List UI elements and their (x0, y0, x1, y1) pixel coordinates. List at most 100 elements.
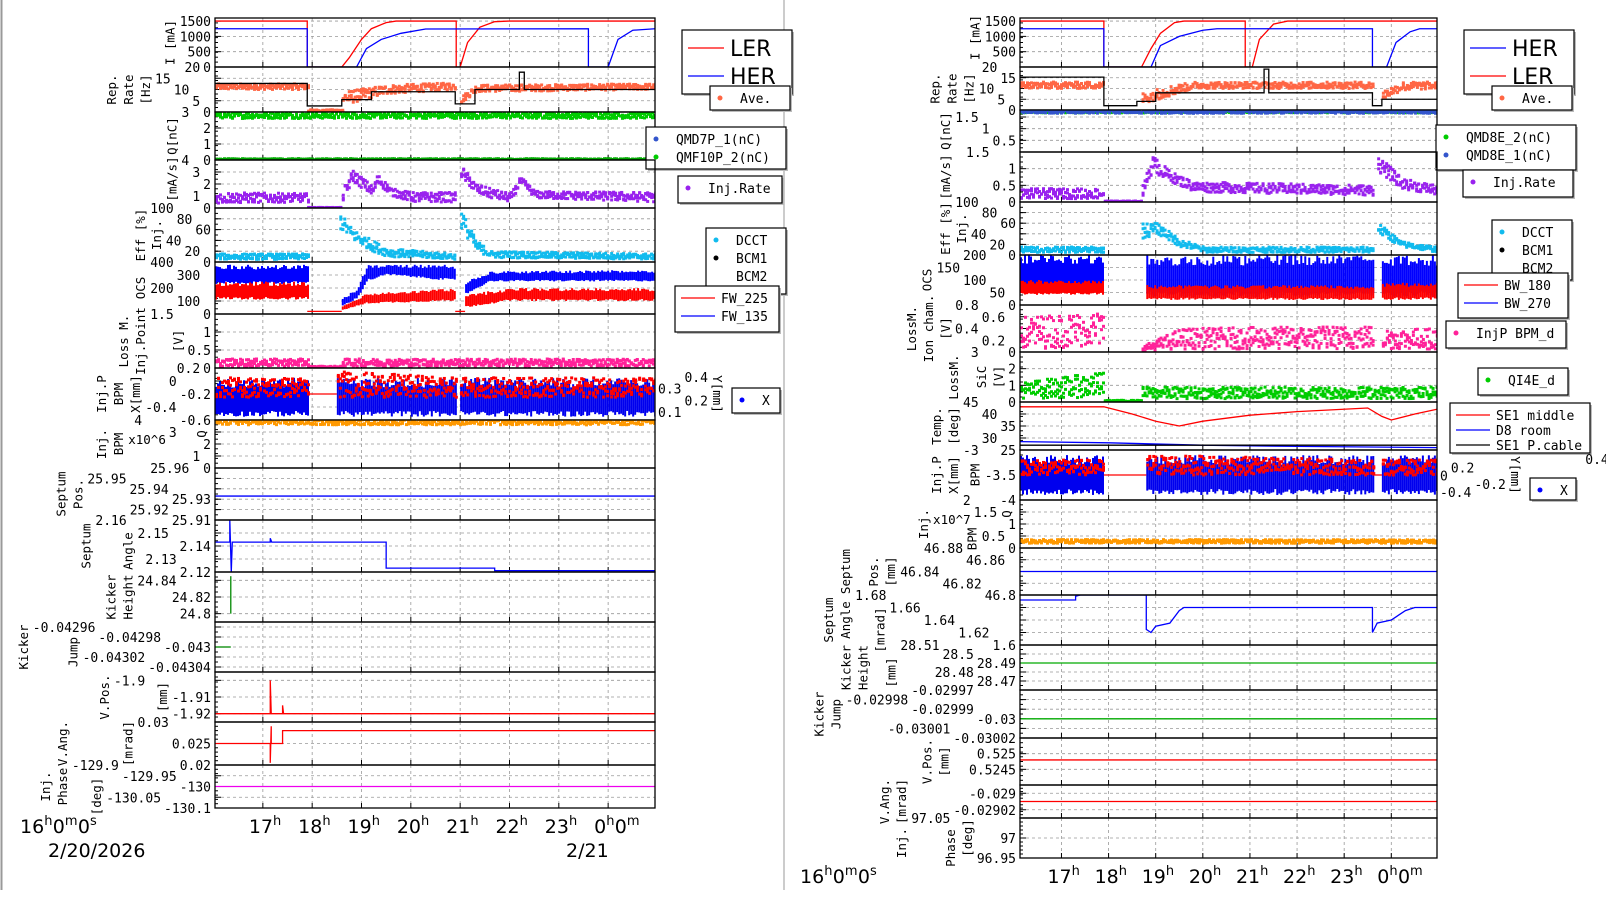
data-point (387, 186, 391, 190)
data-point (478, 186, 482, 190)
data-point (525, 112, 528, 116)
data-point (247, 395, 250, 399)
data-point (435, 197, 439, 201)
data-point (355, 88, 359, 92)
data-point (285, 359, 288, 363)
data-point (525, 158, 528, 160)
data-point (225, 115, 228, 119)
data-point (633, 112, 636, 116)
data-point (503, 115, 506, 119)
data-point (623, 361, 627, 365)
data-point (502, 251, 506, 255)
data-point (405, 361, 409, 365)
data-point (601, 358, 605, 362)
data-point (515, 290, 518, 300)
data-point (411, 254, 415, 258)
data-point (596, 385, 599, 413)
data-point (415, 362, 419, 366)
data-point (638, 385, 641, 413)
data-point (403, 84, 407, 88)
data-point (492, 192, 496, 196)
data-point (375, 360, 379, 364)
data-point (265, 85, 268, 89)
data-point (496, 189, 500, 193)
data-point (253, 285, 255, 300)
data-point (249, 84, 252, 88)
data-point (491, 361, 495, 365)
data-point (611, 362, 615, 366)
data-point (215, 197, 218, 201)
data-point (533, 113, 536, 117)
data-point (367, 362, 371, 366)
data-point (639, 361, 643, 365)
data-point (593, 358, 597, 362)
data-point (329, 108, 333, 112)
data-point (231, 200, 234, 204)
data-point (401, 192, 405, 196)
data-point (533, 272, 536, 281)
data-point (484, 185, 488, 189)
data-point (472, 382, 475, 413)
data-point (532, 256, 536, 260)
data-point (580, 255, 584, 259)
data-point (269, 382, 271, 414)
data-point (597, 358, 601, 362)
data-point (551, 288, 554, 301)
data-point (536, 251, 540, 255)
data-point (617, 271, 620, 281)
data-point (287, 361, 290, 365)
data-point (241, 394, 244, 398)
data-point (281, 254, 284, 258)
data-point (449, 112, 452, 116)
data-point (460, 384, 463, 412)
data-point (343, 157, 346, 160)
data-point (627, 364, 631, 368)
data-point (383, 362, 387, 366)
data-point (411, 113, 414, 117)
data-point (433, 192, 437, 196)
data-point (353, 95, 357, 99)
data-point (363, 274, 366, 285)
data-point (223, 379, 226, 383)
data-point (562, 253, 566, 257)
data-point (540, 252, 544, 256)
data-point (281, 192, 284, 196)
data-point (549, 358, 553, 362)
data-point (355, 359, 359, 363)
data-point (605, 358, 609, 362)
data-point (552, 252, 556, 256)
data-point (385, 91, 389, 95)
data-point (381, 158, 384, 160)
data-point (651, 116, 654, 120)
data-point (518, 251, 522, 255)
data-point (434, 382, 437, 413)
data-point (289, 283, 291, 299)
legend: Ave. (709, 85, 792, 112)
data-point (560, 192, 564, 196)
data-point (568, 255, 572, 259)
data-point (607, 112, 610, 116)
data-point (495, 292, 498, 303)
data-point (241, 362, 244, 366)
legend-label: Ave. (740, 92, 771, 107)
data-point (602, 383, 605, 417)
data-point (323, 158, 326, 160)
data-point (644, 382, 647, 416)
data-point (586, 191, 590, 195)
data-point (253, 85, 256, 89)
data-point (237, 389, 240, 393)
data-point (365, 362, 369, 366)
data-point (307, 109, 311, 112)
data-point (445, 290, 448, 301)
data-point (433, 89, 437, 93)
data-point (631, 363, 635, 367)
data-point (519, 358, 523, 362)
data-point (375, 245, 379, 249)
data-point (233, 265, 235, 284)
data-point (273, 357, 276, 361)
data-point (535, 288, 538, 301)
data-point (441, 157, 444, 160)
data-point (341, 198, 345, 202)
data-point (307, 284, 309, 299)
data-point (261, 115, 264, 119)
